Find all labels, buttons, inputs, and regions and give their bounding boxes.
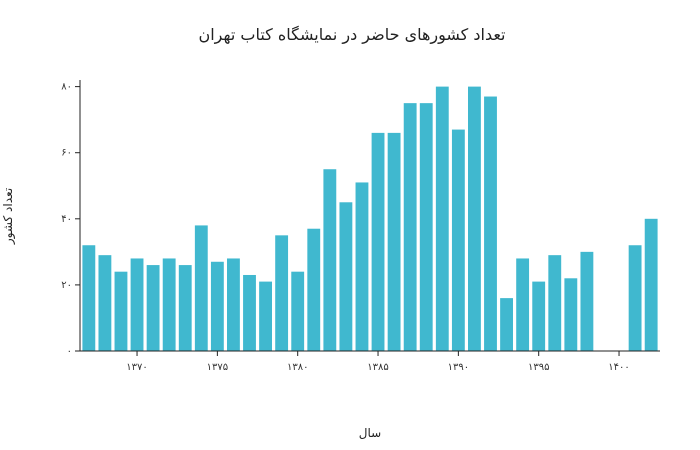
y-tick-label: ۴۰: [61, 214, 72, 225]
bar-1368: [98, 255, 112, 351]
x-tick-label: ۱۳۷۵: [207, 362, 228, 373]
bar-1395: [532, 281, 546, 351]
bar-1397: [564, 278, 578, 351]
x-tick-label: ۱۳۸۵: [367, 362, 388, 373]
y-tick-label: ۰: [67, 346, 72, 357]
bar-1391: [468, 86, 481, 352]
bar-1374: [194, 225, 208, 351]
y-axis-label: تعداد کشور: [1, 188, 16, 245]
y-tick-label: ۶۰: [61, 148, 72, 159]
bar-1390: [451, 129, 465, 351]
bar-1376: [227, 258, 240, 351]
bar-1398: [580, 251, 594, 351]
bar-1394: [516, 258, 530, 351]
bar-1384: [355, 182, 369, 351]
bar-1367: [82, 245, 96, 351]
x-tick-label: ۱۳۹۰: [448, 362, 469, 373]
bar-1373: [178, 265, 192, 351]
y-tick-label: ۸۰: [61, 82, 72, 93]
bar-1375: [210, 261, 224, 351]
bar-1392: [484, 96, 497, 352]
bar-1383: [339, 202, 353, 351]
axes-group: ۰ ۲۰ ۴۰ ۶۰ ۸۰ ۱۳۷۰ ۱۳۷۵ ۱۳۸۰ ۱۳۸۵ ۱۳۹۰ ۱۳۹۵ ۱۴۰۰: [61, 80, 660, 373]
bar-1385: [371, 132, 385, 351]
bar-1393: [500, 298, 513, 351]
bar-1380: [291, 271, 305, 351]
x-tick-label: ۱۳۷۰: [126, 362, 147, 373]
x-tick-label: ۱۳۸۰: [287, 362, 308, 373]
bar-1389: [435, 86, 449, 352]
bar-1372: [162, 258, 176, 351]
bar-1387: [403, 103, 417, 351]
bar-1377: [243, 274, 256, 351]
y-tick-label: ۲۰: [61, 280, 72, 291]
bar-1401: [628, 245, 642, 351]
bar-1396: [548, 255, 562, 351]
bar-1386: [387, 132, 401, 351]
bar-1379: [275, 235, 289, 351]
bar-1402: [644, 218, 658, 351]
bar-1369: [114, 271, 128, 351]
x-axis-label: سال: [359, 426, 381, 440]
bar-1378: [259, 281, 272, 351]
bar-1388: [419, 103, 433, 351]
x-tick-label: ۱۳۹۵: [528, 362, 549, 373]
bar-1382: [323, 169, 337, 351]
bar-1370: [130, 258, 144, 351]
bars-group: [82, 86, 658, 352]
x-tick-label: ۱۴۰۰: [608, 362, 629, 373]
chart-title: تعداد کشورهای حاضر در نمایشگاه کتاب تهرا…: [198, 25, 505, 45]
bar-1381: [307, 228, 321, 351]
bar-1371: [146, 265, 160, 351]
